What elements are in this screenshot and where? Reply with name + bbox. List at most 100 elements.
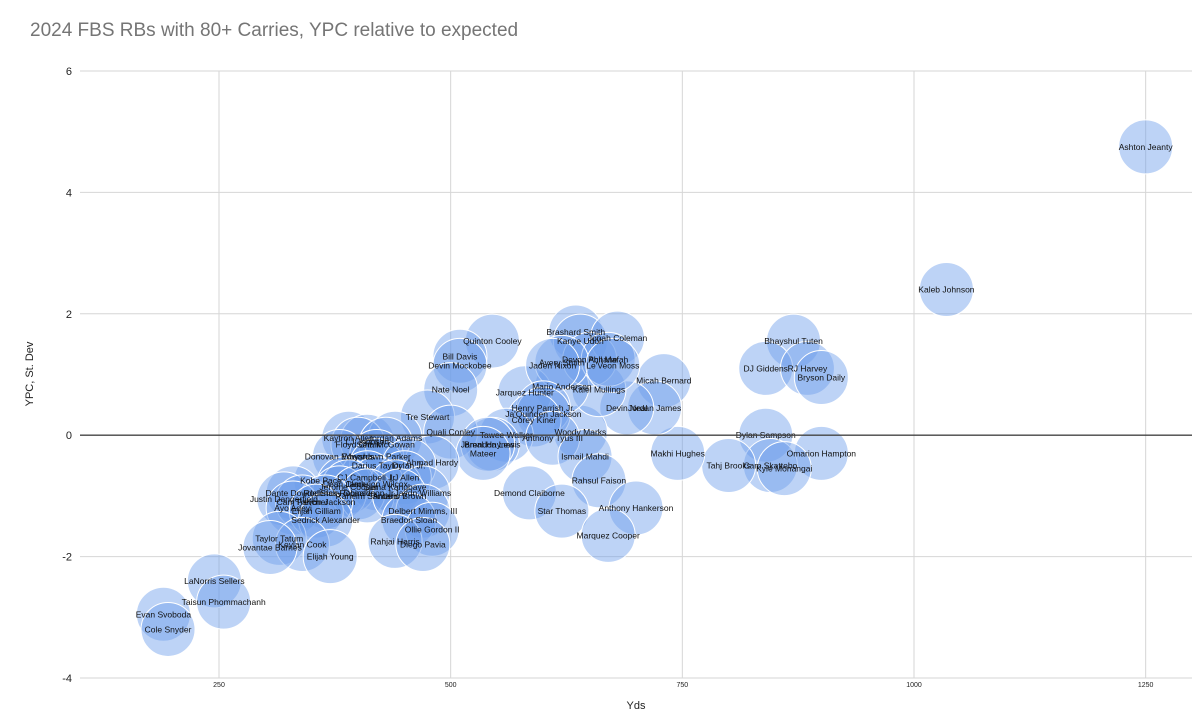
data-point[interactable] bbox=[464, 313, 520, 369]
data-point[interactable] bbox=[265, 480, 321, 536]
x-tick-label: 250 bbox=[213, 682, 225, 689]
data-point[interactable] bbox=[140, 601, 196, 657]
data-label: Brashard Smith bbox=[546, 327, 605, 337]
data-point[interactable] bbox=[376, 450, 432, 506]
data-label: Diego Pavia bbox=[400, 539, 446, 549]
data-point[interactable] bbox=[534, 334, 590, 390]
data-label: Justin Dangerfield bbox=[250, 494, 318, 504]
x-axis-title: Yds bbox=[627, 700, 646, 712]
data-label: Makhi Hughes bbox=[651, 448, 705, 458]
data-point[interactable] bbox=[580, 507, 636, 563]
data-label: Omarion Hampton bbox=[787, 448, 857, 458]
data-point[interactable] bbox=[1118, 119, 1174, 175]
data-point[interactable] bbox=[404, 501, 460, 557]
data-label: Ismail Mahdi bbox=[561, 451, 609, 461]
data-point[interactable] bbox=[515, 386, 571, 442]
data-label: Woody Marks bbox=[554, 427, 606, 437]
data-label: Jerome Cooper bbox=[319, 482, 378, 492]
data-point[interactable] bbox=[557, 428, 613, 484]
data-label: Devin Mockobee bbox=[428, 360, 492, 370]
data-point[interactable] bbox=[423, 362, 479, 418]
data-label: Jordan James bbox=[628, 403, 681, 413]
data-label: Kyle Monangai bbox=[756, 464, 812, 474]
data-point[interactable] bbox=[432, 337, 488, 393]
data-point[interactable] bbox=[423, 404, 479, 460]
data-label: RJ Harvey bbox=[788, 363, 828, 373]
data-point[interactable] bbox=[738, 340, 794, 396]
data-point[interactable] bbox=[589, 310, 645, 366]
data-label: Darius Taylor bbox=[352, 461, 402, 471]
data-point[interactable] bbox=[367, 513, 423, 569]
data-label: Roderick Robinson bbox=[304, 488, 376, 498]
data-point[interactable] bbox=[196, 574, 252, 630]
data-point[interactable] bbox=[251, 510, 307, 566]
data-label: Jovantae Barnes bbox=[238, 542, 302, 552]
y-axis-title: YPC, St. Dev bbox=[24, 341, 36, 406]
data-point[interactable] bbox=[585, 337, 641, 393]
data-point[interactable] bbox=[552, 313, 608, 369]
data-point[interactable] bbox=[525, 410, 581, 466]
data-label: Jordan Adams bbox=[368, 433, 422, 443]
data-point[interactable] bbox=[321, 459, 377, 515]
data-point[interactable] bbox=[400, 389, 455, 445]
data-point[interactable] bbox=[756, 441, 812, 497]
data-point[interactable] bbox=[548, 304, 604, 360]
data-point[interactable] bbox=[381, 492, 437, 548]
data-label: Cam Fancher bbox=[277, 497, 329, 507]
data-point[interactable] bbox=[242, 519, 298, 575]
data-label: Ahmad Hardy bbox=[406, 458, 459, 468]
data-point[interactable] bbox=[330, 465, 386, 521]
data-label: Floyd Chalk bbox=[336, 439, 382, 449]
data-point[interactable] bbox=[650, 425, 706, 481]
y-tick-label: -4 bbox=[62, 673, 72, 685]
data-label: Keylan Cook bbox=[278, 539, 327, 549]
y-tick-label: 2 bbox=[66, 309, 72, 321]
data-point[interactable] bbox=[432, 328, 488, 384]
data-point[interactable] bbox=[742, 438, 798, 494]
data-label: Kalel Mullings bbox=[573, 385, 625, 395]
x-tick-label: 500 bbox=[445, 682, 457, 689]
data-point[interactable] bbox=[455, 425, 511, 481]
data-label: Taisun Phommachanh bbox=[182, 597, 266, 607]
data-label: Dante Dowdell bbox=[265, 488, 320, 498]
data-point[interactable] bbox=[367, 410, 423, 466]
y-tick-label: 6 bbox=[66, 66, 72, 78]
x-tick-label: 1250 bbox=[1138, 682, 1154, 689]
data-point[interactable] bbox=[506, 392, 562, 448]
data-point[interactable] bbox=[302, 529, 358, 585]
data-point[interactable] bbox=[779, 340, 835, 396]
data-point[interactable] bbox=[562, 331, 618, 387]
data-point[interactable] bbox=[339, 468, 395, 524]
data-label: Braedon Sloan bbox=[381, 515, 438, 525]
data-point[interactable] bbox=[460, 416, 516, 472]
chart-title: 2024 FBS RBs with 80+ Carries, YPC relat… bbox=[30, 20, 519, 41]
data-label: Bhayshul Tuten bbox=[764, 336, 823, 346]
data-point[interactable] bbox=[525, 337, 581, 393]
data-point[interactable] bbox=[534, 483, 590, 539]
data-label: Kobe Pace bbox=[300, 476, 342, 486]
data-point[interactable] bbox=[395, 465, 451, 521]
data-point[interactable] bbox=[793, 350, 849, 406]
data-point[interactable] bbox=[311, 465, 367, 521]
data-point[interactable] bbox=[395, 516, 451, 572]
data-label: Marquez Cooper bbox=[577, 530, 640, 540]
data-label: Seth McGowan bbox=[357, 439, 415, 449]
data-label: Mateer bbox=[470, 448, 497, 458]
data-point[interactable] bbox=[186, 553, 242, 609]
data-point[interactable] bbox=[918, 262, 974, 318]
data-label: Jarquez Hunter bbox=[496, 388, 554, 398]
data-point[interactable] bbox=[395, 483, 451, 539]
y-tick-label: -2 bbox=[62, 552, 72, 564]
data-label: Micah Bernard bbox=[636, 376, 692, 386]
data-point[interactable] bbox=[552, 404, 608, 460]
data-label: Le'Veon Moss bbox=[586, 360, 639, 370]
data-point[interactable] bbox=[265, 465, 321, 521]
data-point[interactable] bbox=[274, 516, 330, 572]
data-point[interactable] bbox=[274, 474, 330, 530]
data-label: Bryson Daily bbox=[797, 373, 845, 383]
data-point[interactable] bbox=[501, 465, 557, 521]
data-label: Stacy Donaldson Jr. bbox=[320, 488, 396, 498]
data-point[interactable] bbox=[330, 416, 386, 472]
x-tick-label: 750 bbox=[676, 682, 688, 689]
